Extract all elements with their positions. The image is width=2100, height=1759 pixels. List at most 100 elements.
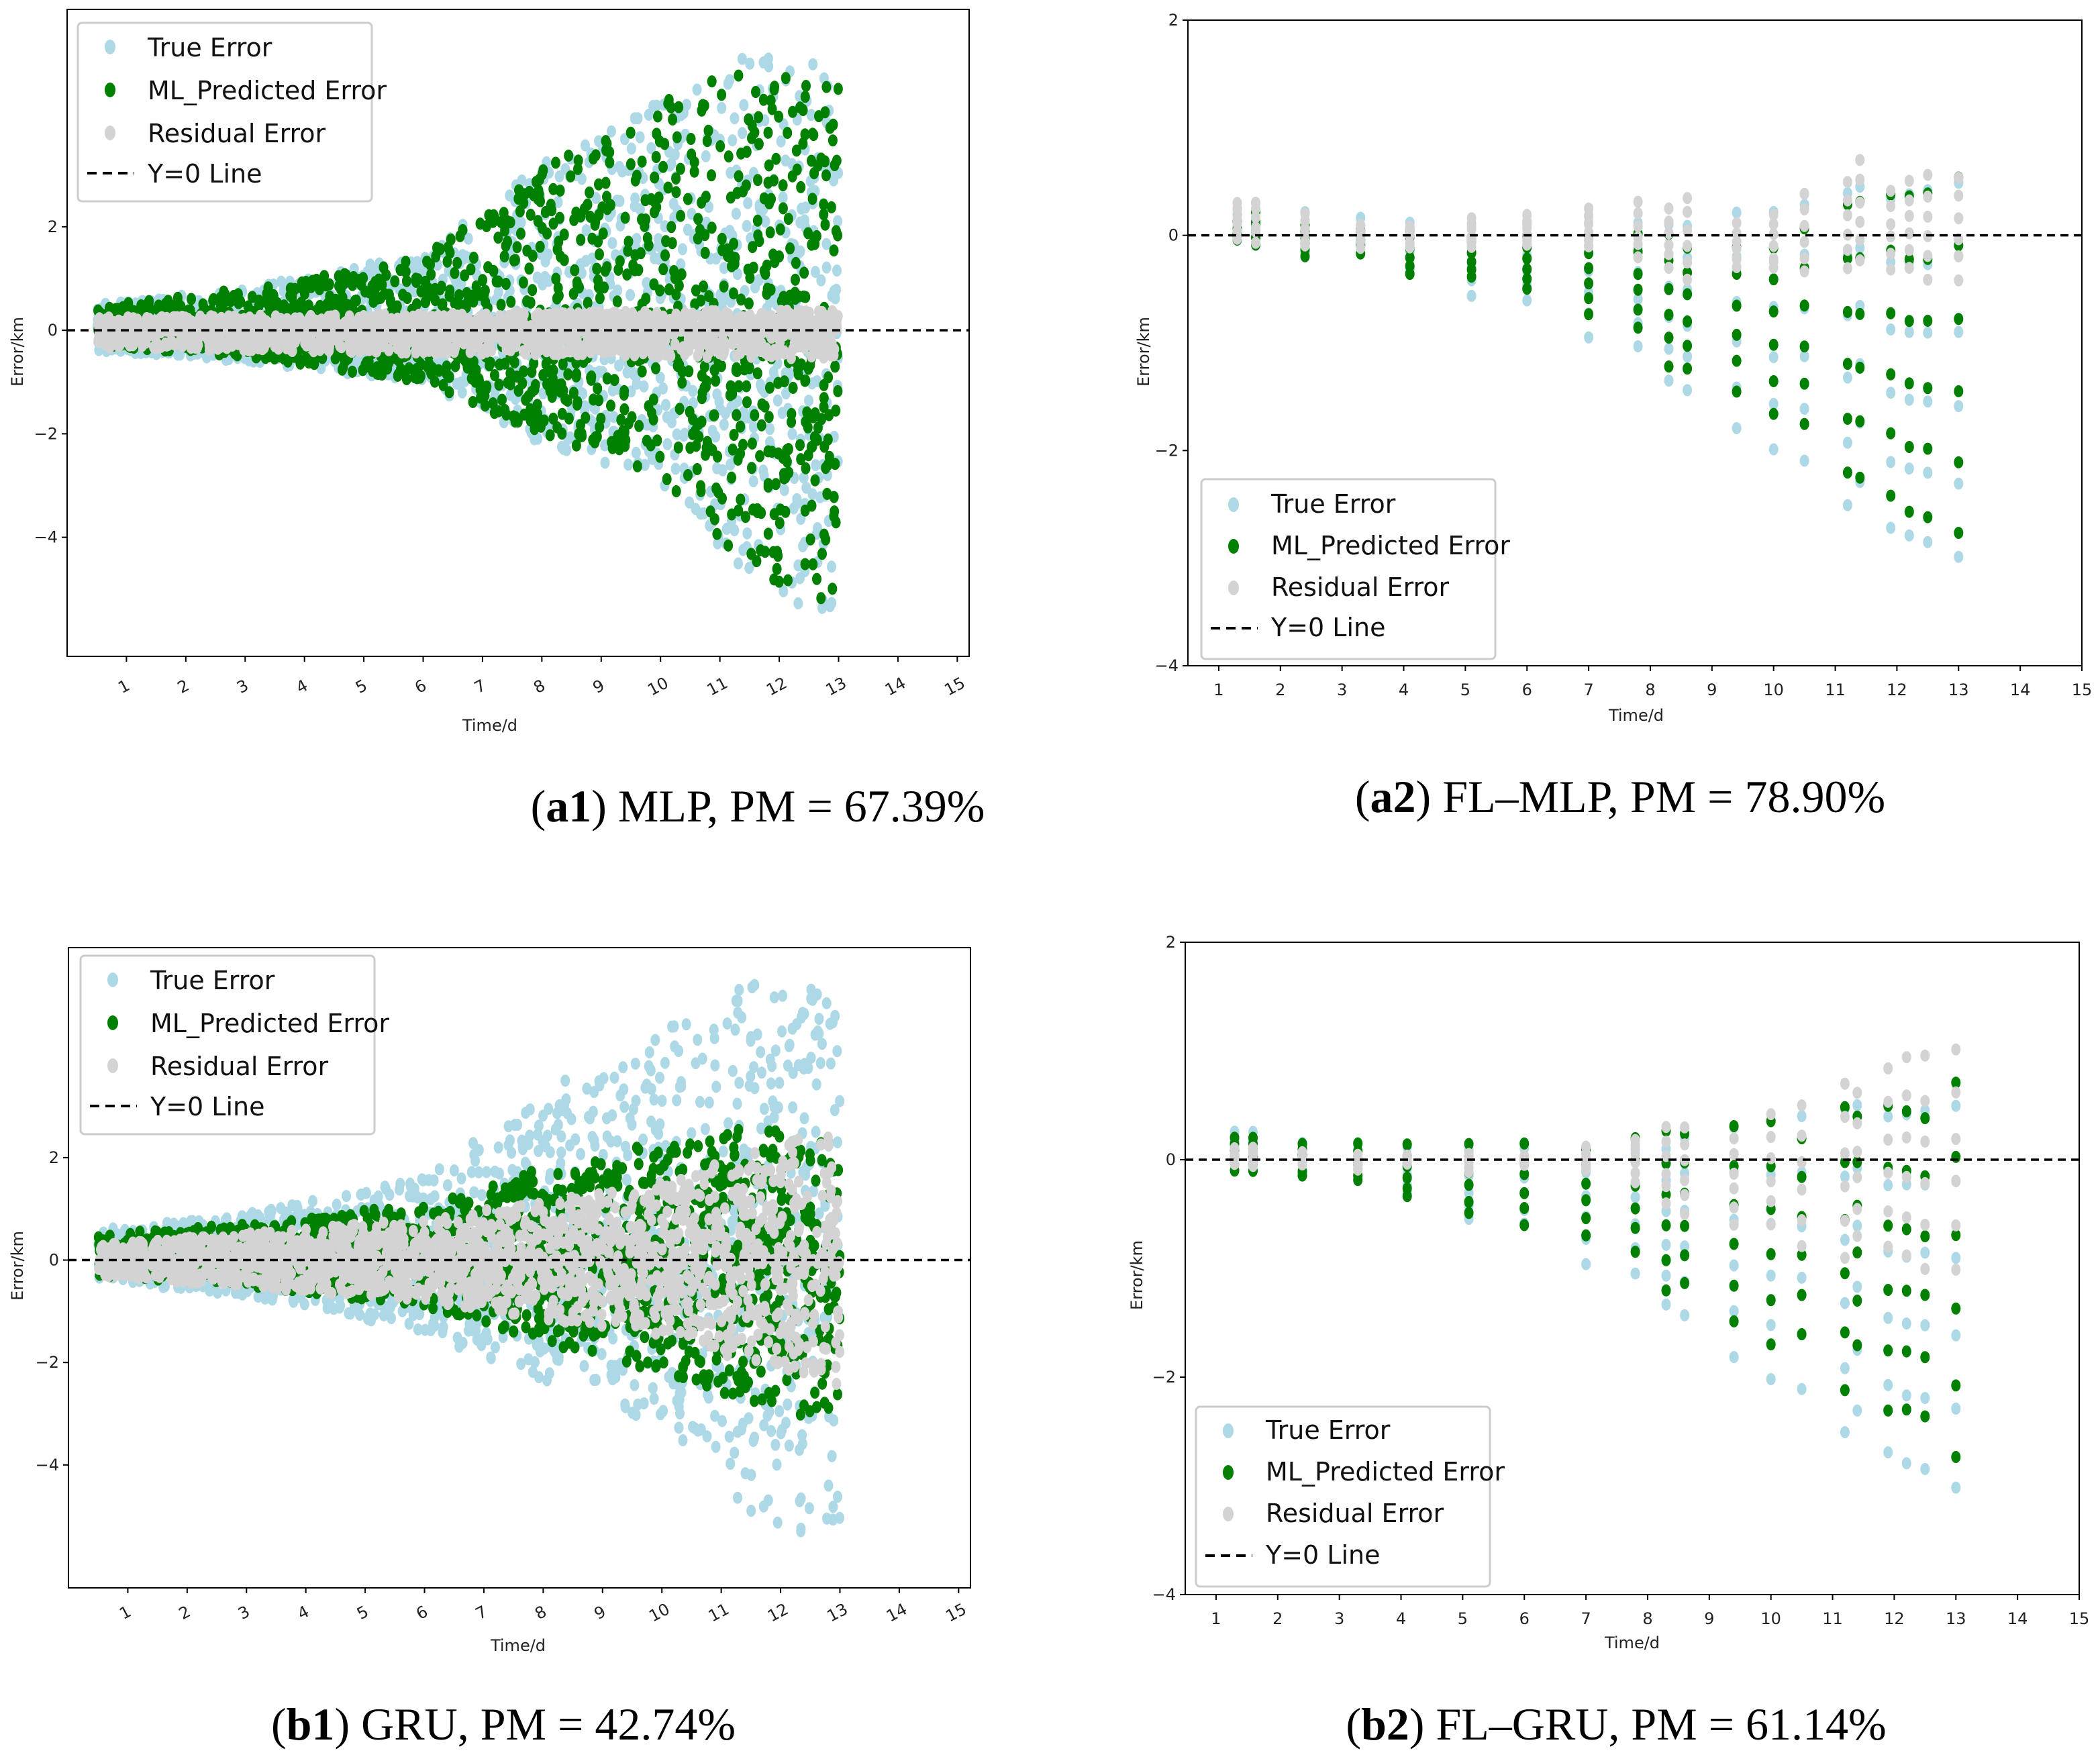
true-error-point	[648, 99, 658, 112]
ml-predicted-error-point	[619, 403, 630, 415]
ml-predicted-error-point	[444, 386, 454, 399]
ml-predicted-error-point	[806, 441, 816, 454]
ml-predicted-error-point	[830, 360, 840, 373]
ml-predicted-error-point	[551, 156, 560, 169]
ml-predicted-error-point	[401, 373, 411, 385]
true-error-point	[776, 135, 786, 148]
ml-predicted-error-point	[779, 472, 789, 485]
ml-predicted-error-point	[771, 478, 781, 491]
ml-predicted-error-point	[503, 236, 513, 248]
ml-predicted-error-point	[699, 280, 708, 293]
ml-predicted-error-point	[823, 458, 833, 471]
ml-predicted-error-point	[428, 362, 438, 374]
ml-predicted-error-point	[803, 421, 813, 434]
ml-predicted-error-point	[787, 407, 797, 420]
ml-predicted-error-point	[285, 289, 295, 302]
ml-predicted-error-point	[693, 213, 703, 225]
true-error-point	[764, 60, 774, 72]
ml-predicted-error-point	[796, 453, 806, 466]
ml-predicted-error-point	[744, 113, 754, 125]
true-error-point	[754, 274, 764, 287]
ml-predicted-error-point	[801, 80, 811, 92]
ml-predicted-error-point	[626, 126, 636, 139]
true-error-point	[795, 572, 805, 585]
ml-predicted-error-point	[781, 72, 791, 85]
ml-predicted-error-point	[652, 128, 662, 140]
ml-predicted-error-point	[493, 232, 503, 244]
ml-predicted-error-point	[622, 268, 632, 281]
ml-predicted-error-point	[527, 366, 537, 379]
ml-predicted-error-point	[732, 187, 742, 199]
true-error-point	[665, 159, 675, 172]
ml-predicted-error-point	[684, 365, 694, 378]
ml-predicted-error-point	[707, 75, 717, 88]
ml-predicted-error-point	[583, 297, 593, 309]
ml-predicted-error-point	[757, 398, 767, 411]
ml-predicted-error-point	[480, 285, 490, 297]
ml-predicted-error-point	[509, 254, 519, 267]
ml-predicted-error-point	[620, 211, 630, 224]
true-error-point	[536, 273, 546, 286]
true-error-point	[457, 386, 467, 399]
ml-predicted-error-point	[671, 172, 681, 185]
ml-predicted-error-point	[727, 260, 736, 272]
ml-predicted-error-point	[666, 101, 676, 113]
ml-predicted-error-point	[401, 256, 411, 268]
ml-predicted-error-point	[535, 240, 545, 253]
ml-predicted-error-point	[556, 250, 566, 263]
ml-predicted-error-point	[675, 162, 685, 175]
ml-predicted-error-point	[809, 431, 819, 444]
true-error-point	[691, 503, 701, 515]
ml-predicted-error-point	[527, 385, 537, 398]
ml-predicted-error-point	[430, 375, 440, 388]
ml-predicted-error-point	[533, 407, 542, 420]
true-error-point	[631, 446, 641, 459]
ml-predicted-error-point	[664, 283, 674, 296]
ml-predicted-error-point	[707, 221, 717, 234]
ml-predicted-error-point	[808, 558, 818, 570]
true-error-point	[662, 438, 672, 450]
ml-predicted-error-point	[444, 289, 454, 302]
ml-predicted-error-point	[650, 206, 659, 219]
true-error-point	[806, 109, 816, 121]
scatter-points-a1	[92, 52, 844, 614]
ml-predicted-error-point	[813, 421, 823, 434]
ml-predicted-error-point	[555, 185, 565, 197]
ml-predicted-error-point	[801, 462, 811, 474]
ml-predicted-error-point	[711, 374, 721, 387]
true-error-point	[742, 527, 752, 540]
ml-predicted-error-point	[742, 380, 752, 393]
ml-predicted-error-point	[736, 447, 746, 460]
ml-predicted-error-point	[763, 126, 773, 139]
true-error-point	[717, 101, 727, 114]
ml-predicted-error-point	[478, 274, 488, 287]
ml-predicted-error-point	[555, 211, 564, 224]
ml-predicted-error-point	[819, 440, 830, 453]
ml-predicted-error-point	[234, 297, 244, 309]
ml-predicted-error-point	[601, 135, 611, 148]
true-error-point	[778, 191, 788, 204]
true-error-point	[801, 481, 811, 494]
ml-predicted-error-point	[187, 293, 196, 305]
ml-predicted-error-point	[268, 289, 279, 301]
ml-predicted-error-point	[798, 137, 808, 150]
ml-predicted-error-point	[593, 281, 603, 293]
ml-predicted-error-point	[672, 131, 682, 144]
ml-predicted-error-point	[522, 295, 532, 307]
ml-predicted-error-point	[755, 450, 765, 462]
ml-predicted-error-point	[503, 376, 513, 389]
ml-predicted-error-point	[658, 160, 668, 173]
ml-predicted-error-point	[595, 292, 605, 305]
ml-predicted-error-point	[160, 297, 170, 310]
ml-predicted-error-point	[653, 110, 662, 123]
ml-predicted-error-point	[655, 284, 665, 297]
ml-predicted-error-point	[760, 546, 770, 558]
true-error-point	[789, 502, 799, 515]
true-error-point	[720, 407, 730, 419]
ml-predicted-error-point	[401, 274, 411, 287]
ml-predicted-error-point	[637, 365, 647, 378]
true-error-point	[813, 522, 822, 534]
ml-predicted-error-point	[577, 430, 587, 442]
ml-predicted-error-point	[348, 365, 357, 378]
